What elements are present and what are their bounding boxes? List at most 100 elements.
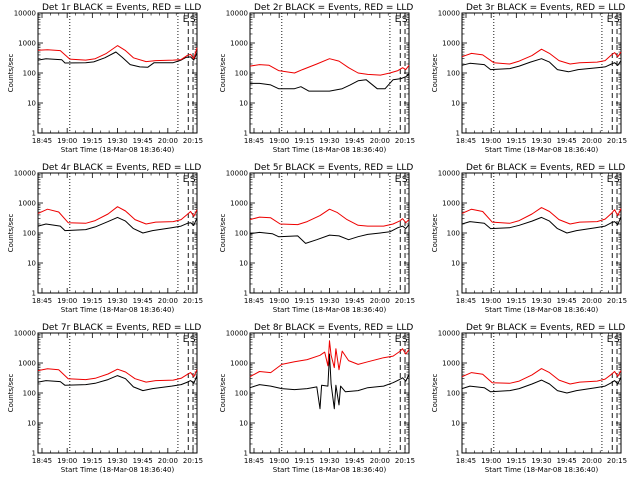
events-series-line — [37, 51, 198, 68]
x-tick-label: 20:00 — [158, 297, 178, 305]
lld-series-line — [461, 207, 622, 225]
plot-frame — [249, 172, 410, 294]
x-axis-label: Start Time (18-Mar-08 18:36:40) — [273, 146, 387, 154]
detector-panel: Det 3r BLACK = Events, RED = LLD 1 10 100 10… — [431, 3, 627, 154]
y-tick-label: 10 — [239, 420, 248, 428]
marker-s-label: S — [614, 175, 620, 185]
lld-series-line — [37, 45, 198, 63]
x-tick-label: 19:30 — [531, 137, 551, 145]
y-axis-label: Counts/sec — [431, 374, 439, 413]
x-tick-label: 19:15 — [294, 137, 314, 145]
lld-series-line — [249, 208, 410, 227]
x-tick-label: 18:45 — [456, 457, 476, 465]
y-tick-label: 10 — [239, 260, 248, 268]
y-axis-label: Counts/sec — [219, 214, 227, 253]
x-tick-label: 19:15 — [82, 297, 102, 305]
detector-panel: Det 1r BLACK = Events, RED = LLD 1 10 100 10… — [7, 3, 203, 154]
y-axis-label: Counts/sec — [219, 374, 227, 413]
events-series-line — [461, 58, 622, 73]
y-tick-label: 10000 — [226, 330, 248, 338]
lld-series-line — [461, 368, 622, 385]
x-tick-label: 19:15 — [82, 457, 102, 465]
x-tick-label: 19:15 — [82, 137, 102, 145]
y-tick-label: 1000 — [442, 200, 460, 208]
marker-s-label: S — [402, 335, 408, 345]
lld-series-line — [37, 368, 198, 383]
x-tick-label: 20:15 — [395, 137, 415, 145]
y-tick-label: 10 — [451, 420, 460, 428]
x-tick-label: 18:45 — [32, 137, 52, 145]
x-tick-label: 19:15 — [506, 137, 526, 145]
x-axis-label: Start Time (18-Mar-08 18:36:40) — [61, 306, 175, 314]
x-tick-label: 19:15 — [506, 297, 526, 305]
x-tick-label: 18:45 — [32, 457, 52, 465]
y-axis-label: Counts/sec — [7, 374, 15, 413]
x-axis-label: Start Time (18-Mar-08 18:36:40) — [485, 146, 599, 154]
events-series-line — [249, 224, 410, 244]
detector-panel: Det 4r BLACK = Events, RED = LLD 1 10 100 10… — [7, 163, 203, 314]
x-tick-label: 20:15 — [183, 137, 203, 145]
x-tick-label: 19:00 — [57, 297, 77, 305]
x-tick-label: 19:15 — [294, 457, 314, 465]
y-axis-label: Counts/sec — [7, 214, 15, 253]
marker-s-label: S — [614, 335, 620, 345]
x-tick-label: 19:45 — [345, 297, 365, 305]
x-tick-label: 19:45 — [557, 137, 577, 145]
detector-panel: Det 2r BLACK = Events, RED = LLD 1 10 100 10… — [219, 3, 415, 154]
x-axis-label: Start Time (18-Mar-08 18:36:40) — [485, 466, 599, 474]
events-series-line — [461, 216, 622, 234]
x-tick-label: 20:00 — [582, 457, 602, 465]
detector-panel: Det 7r BLACK = Events, RED = LLD 1 10 100 10… — [7, 323, 203, 474]
x-tick-label: 19:45 — [557, 457, 577, 465]
y-tick-label: 10 — [27, 420, 36, 428]
y-tick-label: 10000 — [226, 170, 248, 178]
x-tick-label: 19:45 — [133, 457, 153, 465]
detector-panel: Det 8r BLACK = Events, RED = LLD 1 10 100 10… — [219, 323, 415, 474]
marker-e-label: E — [607, 335, 613, 345]
x-tick-label: 19:00 — [481, 137, 501, 145]
x-tick-label: 19:00 — [481, 297, 501, 305]
panel-title: Det 9r BLACK = Events, RED = LLD — [466, 323, 625, 333]
marker-e-label: E — [183, 335, 189, 345]
detector-panel: Det 6r BLACK = Events, RED = LLD 1 10 100 10… — [431, 163, 627, 314]
marker-s-label: S — [190, 335, 196, 345]
y-axis-label: Counts/sec — [431, 54, 439, 93]
x-tick-label: 20:15 — [395, 457, 415, 465]
x-tick-label: 20:00 — [582, 137, 602, 145]
x-tick-label: 20:00 — [158, 137, 178, 145]
x-tick-label: 19:45 — [557, 297, 577, 305]
x-tick-label: 20:15 — [183, 297, 203, 305]
x-tick-label: 19:45 — [133, 297, 153, 305]
events-series-line — [461, 376, 622, 394]
marker-e-label: E — [395, 335, 401, 345]
x-axis-label: Start Time (18-Mar-08 18:36:40) — [61, 466, 175, 474]
y-tick-label: 10000 — [226, 10, 248, 18]
x-tick-label: 19:00 — [57, 137, 77, 145]
plot-frame — [37, 172, 198, 294]
x-axis-label: Start Time (18-Mar-08 18:36:40) — [485, 306, 599, 314]
y-tick-label: 10 — [27, 260, 36, 268]
y-tick-label: 1000 — [18, 360, 36, 368]
x-tick-label: 20:00 — [582, 297, 602, 305]
y-tick-label: 100 — [23, 390, 36, 398]
panel-title: Det 8r BLACK = Events, RED = LLD — [254, 323, 413, 333]
y-tick-label: 1 — [456, 290, 460, 298]
plot-frame — [249, 12, 410, 134]
x-tick-label: 20:00 — [370, 457, 390, 465]
marker-e-label: E — [607, 15, 613, 25]
y-tick-label: 1 — [32, 290, 36, 298]
y-tick-label: 100 — [235, 70, 248, 78]
plot-frame — [461, 12, 622, 134]
x-tick-label: 18:45 — [244, 457, 264, 465]
marker-s-label: S — [402, 15, 408, 25]
plot-frame — [461, 172, 622, 294]
x-tick-label: 18:45 — [456, 297, 476, 305]
y-tick-label: 10000 — [438, 10, 460, 18]
panel-title: Det 7r BLACK = Events, RED = LLD — [42, 323, 201, 333]
y-tick-label: 100 — [447, 70, 460, 78]
x-tick-label: 19:30 — [107, 297, 127, 305]
y-tick-label: 100 — [235, 230, 248, 238]
y-tick-label: 10 — [451, 100, 460, 108]
plot-frame — [37, 12, 198, 134]
